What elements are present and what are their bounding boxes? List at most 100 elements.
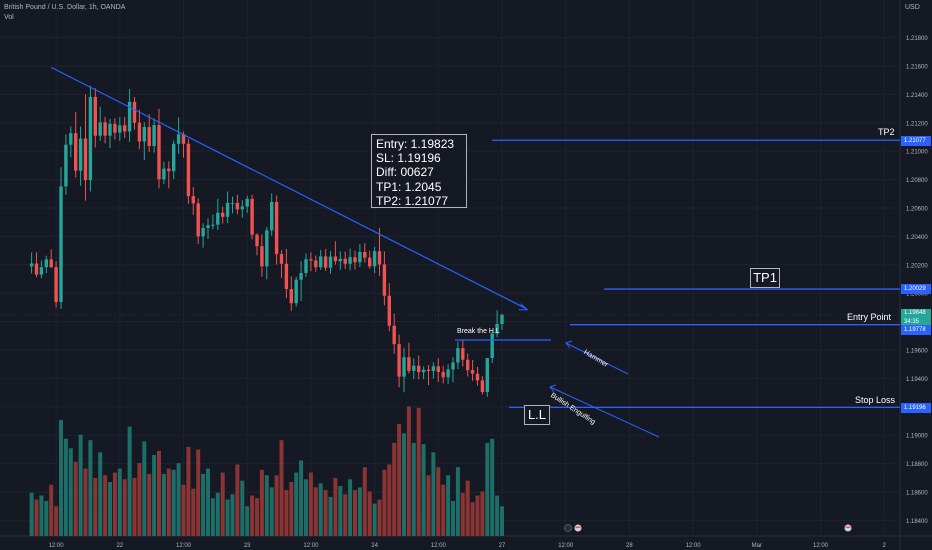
volume-bar — [348, 479, 353, 536]
volume-bar — [39, 495, 44, 536]
volume-bar — [186, 446, 191, 536]
candle-body — [387, 295, 391, 326]
price-tick-label: 1.19600 — [906, 348, 928, 354]
candle-body — [353, 257, 357, 263]
volume-bar — [446, 475, 451, 536]
candle-body — [230, 202, 235, 204]
volume-bar — [441, 484, 446, 536]
candle-body — [446, 369, 450, 378]
volume-bar — [357, 487, 362, 536]
volume-bar — [73, 461, 78, 536]
candle-body — [54, 267, 58, 302]
volume-bar — [122, 479, 127, 536]
volume-bar — [103, 475, 108, 536]
price-tick-label: 1.20400 — [906, 235, 928, 241]
volume-bar — [147, 473, 152, 536]
volume-bar — [436, 467, 441, 536]
candle-body — [265, 230, 269, 267]
volume-bar — [176, 463, 181, 536]
candle-body — [372, 251, 377, 267]
volume-bar — [460, 492, 465, 536]
volume-bar — [152, 455, 157, 536]
volume-bar — [279, 440, 284, 536]
volume-bar — [387, 464, 392, 536]
candle-body — [142, 127, 146, 142]
volume-bar — [353, 490, 357, 536]
candle-body — [69, 133, 73, 145]
candle-body — [181, 134, 186, 144]
volume-bar — [117, 468, 122, 536]
candle-body — [225, 202, 230, 217]
volume-indicator-label: Vol — [4, 14, 14, 21]
tp1-price-badge: 1.20029 — [901, 284, 931, 294]
tp2-label: TP2 — [878, 127, 895, 137]
volume-bar — [240, 480, 245, 536]
volume-bar — [416, 407, 421, 536]
candle-body — [270, 202, 274, 231]
candle-body — [221, 212, 225, 217]
candle-body — [172, 143, 176, 172]
candle-body — [64, 144, 68, 187]
volume-bar — [88, 440, 93, 536]
trendline-arrowhead — [518, 303, 529, 311]
volume-bar — [142, 441, 147, 536]
candle-body — [392, 325, 396, 345]
volume-bar — [495, 495, 500, 536]
candle-body — [417, 365, 421, 373]
candle-body — [59, 186, 63, 302]
stop-price-badge: 1.19196 — [901, 403, 931, 413]
candle-body — [294, 279, 298, 304]
ll-box[interactable]: L.L — [524, 405, 550, 425]
price-tick-label: 1.20000 — [906, 292, 928, 298]
candle-body — [113, 123, 117, 133]
candle-body — [323, 256, 328, 268]
candle-body — [123, 125, 127, 132]
current-price-badge: 1.19848 34:35 — [901, 309, 931, 327]
candle-body — [436, 366, 440, 372]
candle-body — [368, 257, 372, 267]
candle-body — [461, 348, 465, 360]
volume-bar — [215, 492, 220, 536]
candle-body — [470, 370, 475, 374]
current-price-value: 1.19848 — [904, 310, 926, 316]
candle-body — [495, 323, 499, 334]
candle-body — [127, 101, 132, 132]
candle-body — [309, 259, 313, 261]
price-axis[interactable]: 1.21800 1.21600 1.21400 1.21200 1.21000 1.208… — [906, 36, 928, 525]
volume-bar — [333, 477, 338, 536]
currency-label: USD — [905, 4, 920, 11]
candle-body — [299, 273, 303, 280]
volume-bar — [225, 499, 230, 536]
time-axis[interactable]: 12:00 22 12:00 23 12:00 24 12:00 27 12:00 28 12:00… — [49, 543, 887, 549]
tp1-box[interactable]: TP1 — [750, 268, 780, 288]
volume-bar — [269, 487, 274, 536]
candle-body — [314, 260, 318, 268]
candle-body — [118, 125, 122, 133]
candle-body — [363, 251, 367, 258]
candle-body — [201, 227, 205, 237]
time-tick-label: 12:00 — [176, 543, 192, 549]
volume-bar — [338, 486, 343, 536]
candle-body — [397, 344, 401, 377]
candle-body — [132, 101, 137, 123]
note-sl: SL: 1.19196 — [376, 151, 441, 166]
volume-bar — [308, 472, 313, 536]
price-tick-label: 1.21000 — [906, 150, 928, 156]
note-tp1: TP1: 1.2045 — [376, 179, 442, 194]
price-tick-label: 1.21800 — [906, 36, 928, 42]
volume-bar — [230, 494, 235, 536]
price-tick-label: 1.18400 — [906, 519, 928, 525]
price-tick-label: 1.19000 — [906, 434, 928, 440]
candle-body — [235, 202, 240, 210]
candle-body — [421, 369, 426, 373]
candle-body — [480, 380, 485, 393]
candle-body — [137, 122, 142, 142]
price-tick-label: 1.21400 — [906, 93, 928, 99]
price-tick-label: 1.21600 — [906, 64, 928, 70]
volume-bar — [465, 480, 470, 536]
volume-bar — [235, 464, 240, 536]
time-tick-label: 12:00 — [813, 543, 829, 549]
trade-note[interactable]: Entry: 1.19823 SL: 1.19196 Diff: 00627 T… — [371, 134, 467, 208]
volume-bar — [372, 503, 377, 536]
